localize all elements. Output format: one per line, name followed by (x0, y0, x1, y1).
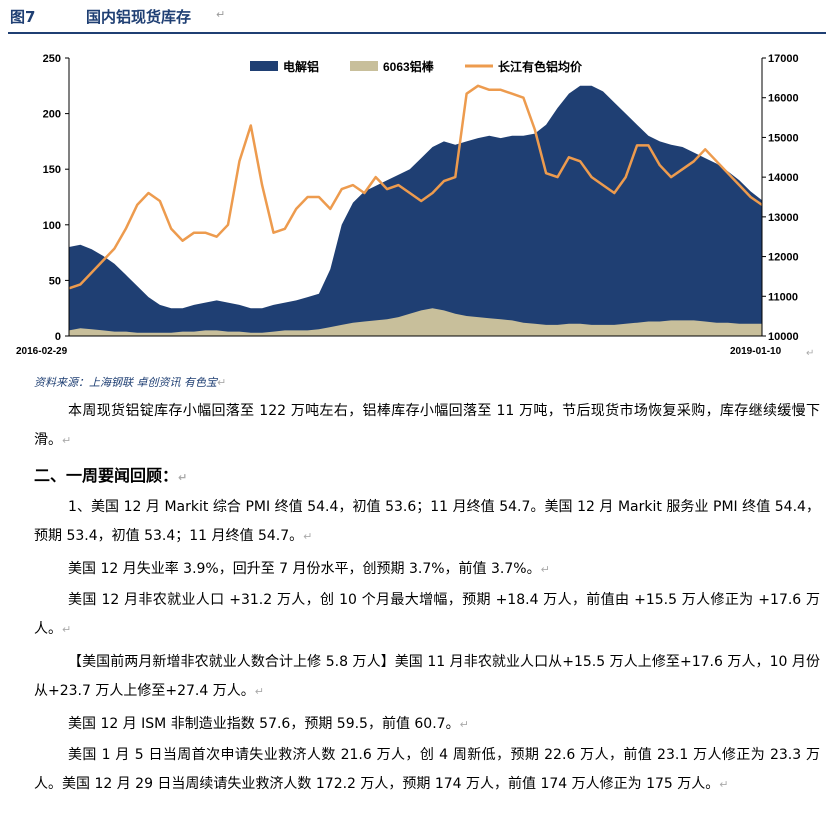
right-tick-label: 15000 (768, 132, 799, 144)
intro-return-mark: ↵ (62, 434, 72, 447)
source-note: 资料来源：上海钢联 卓创资讯 有色宝↵ (34, 374, 226, 390)
source-return-mark: ↵ (217, 376, 227, 389)
intro-text: 本周现货铝锭库存小幅回落至 122 万吨左右，铝棒库存小幅回落至 11 万吨，节… (34, 403, 820, 448)
news-return-mark: ↵ (540, 563, 550, 576)
series-line-2 (68, 84, 763, 290)
heading-return-mark: ↵ (178, 471, 188, 484)
section-heading-text: 二、一周要闻回顾： (34, 466, 179, 485)
left-tick-label: 150 (43, 164, 61, 176)
news-item-ism: 美国 12 月 ISM 非制造业指数 57.6，预期 59.5，前值 60.7。… (34, 710, 820, 739)
figure-title-text: 国内铝现货库存 (86, 8, 192, 26)
series-area-0 (69, 85, 762, 336)
news-text: 1、美国 12 月 Markit 综合 PMI 终值 54.4，初值 53.6；… (34, 499, 820, 544)
figure-title: 图7 国内铝现货库存 ↵ (8, 4, 826, 28)
news-return-mark: ↵ (254, 685, 264, 698)
news-text: 美国 1 月 5 日当周首次申请失业救济人数 21.6 万人，创 4 周新低，预… (34, 747, 820, 792)
news-item-pmi: 1、美国 12 月 Markit 综合 PMI 终值 54.4，初值 53.6；… (34, 493, 820, 551)
x-tick-end: 2019-01-10 (730, 346, 782, 357)
left-tick-label: 250 (43, 53, 61, 65)
news-item-nonfarm-revision: 【美国前两月新增非农就业人数合计上修 5.8 万人】美国 11 月非农就业人口从… (34, 648, 820, 706)
axes: 2016-02-29 2019-01-10 ↵ 0 50 100 150 200 250 1… (16, 53, 814, 359)
chart-legend: 电解铝 6063铝棒 长江有色铝均价 (250, 59, 583, 74)
legend-swatch-electrolytic (250, 61, 278, 71)
news-return-mark: ↵ (62, 623, 72, 636)
source-text: 资料来源：上海钢联 卓创资讯 有色宝 (34, 376, 217, 389)
right-tick-label: 16000 (768, 93, 799, 105)
news-text: 美国 12 月非农就业人口 +31.2 万人，创 10 个月最大增幅，预期 +1… (34, 592, 820, 637)
inventory-chart: 电解铝 6063铝棒 长江有色铝均价 2016-02-29 2019-01-10… (16, 53, 814, 359)
right-tick-label: 12000 (768, 252, 799, 264)
news-item-unemployment: 美国 12 月失业率 3.9%，回升至 7 月份水平，创预期 3.7%，前值 3… (34, 555, 820, 584)
right-tick-label: 13000 (768, 212, 799, 224)
right-tick-label: 17000 (768, 53, 799, 65)
return-mark: ↵ (216, 8, 226, 21)
news-item-nonfarm: 美国 12 月非农就业人口 +31.2 万人，创 10 个月最大增幅，预期 +1… (34, 586, 820, 644)
left-tick-label: 50 (49, 275, 61, 287)
left-tick-label: 200 (43, 109, 61, 121)
title-rule (8, 32, 826, 34)
section-heading: 二、一周要闻回顾：↵ (34, 462, 187, 486)
legend-label-electrolytic: 电解铝 (283, 59, 319, 74)
right-tick-label: 10000 (768, 331, 799, 343)
legend-swatch-rod (350, 61, 378, 71)
intro-paragraph: 本周现货铝锭库存小幅回落至 122 万吨左右，铝棒库存小幅回落至 11 万吨，节… (34, 397, 820, 455)
news-return-mark: ↵ (303, 530, 313, 543)
x-tick-start: 2016-02-29 (16, 346, 68, 357)
legend-label-rod: 6063铝棒 (383, 59, 435, 74)
left-tick-label: 100 (43, 220, 61, 232)
news-text: 美国 12 月 ISM 非制造业指数 57.6，预期 59.5，前值 60.7。 (68, 716, 460, 732)
news-item-jobless-claims: 美国 1 月 5 日当周首次申请失业救济人数 21.6 万人，创 4 周新低，预… (34, 741, 820, 799)
news-text: 【美国前两月新增非农就业人数合计上修 5.8 万人】美国 11 月非农就业人口从… (34, 654, 820, 699)
plot-area (68, 84, 763, 336)
legend-label-price: 长江有色铝均价 (498, 59, 583, 74)
right-tick-label: 14000 (768, 172, 799, 184)
news-return-mark: ↵ (459, 718, 469, 731)
figure-number: 图7 (10, 8, 36, 26)
right-tick-label: 11000 (768, 291, 798, 303)
left-tick-label: 0 (55, 331, 61, 343)
x-axis-return-mark: ↵ (806, 348, 814, 359)
news-text: 美国 12 月失业率 3.9%，回升至 7 月份水平，创预期 3.7%，前值 3… (68, 561, 541, 577)
series-area-1 (69, 308, 762, 336)
news-return-mark: ↵ (719, 778, 729, 791)
